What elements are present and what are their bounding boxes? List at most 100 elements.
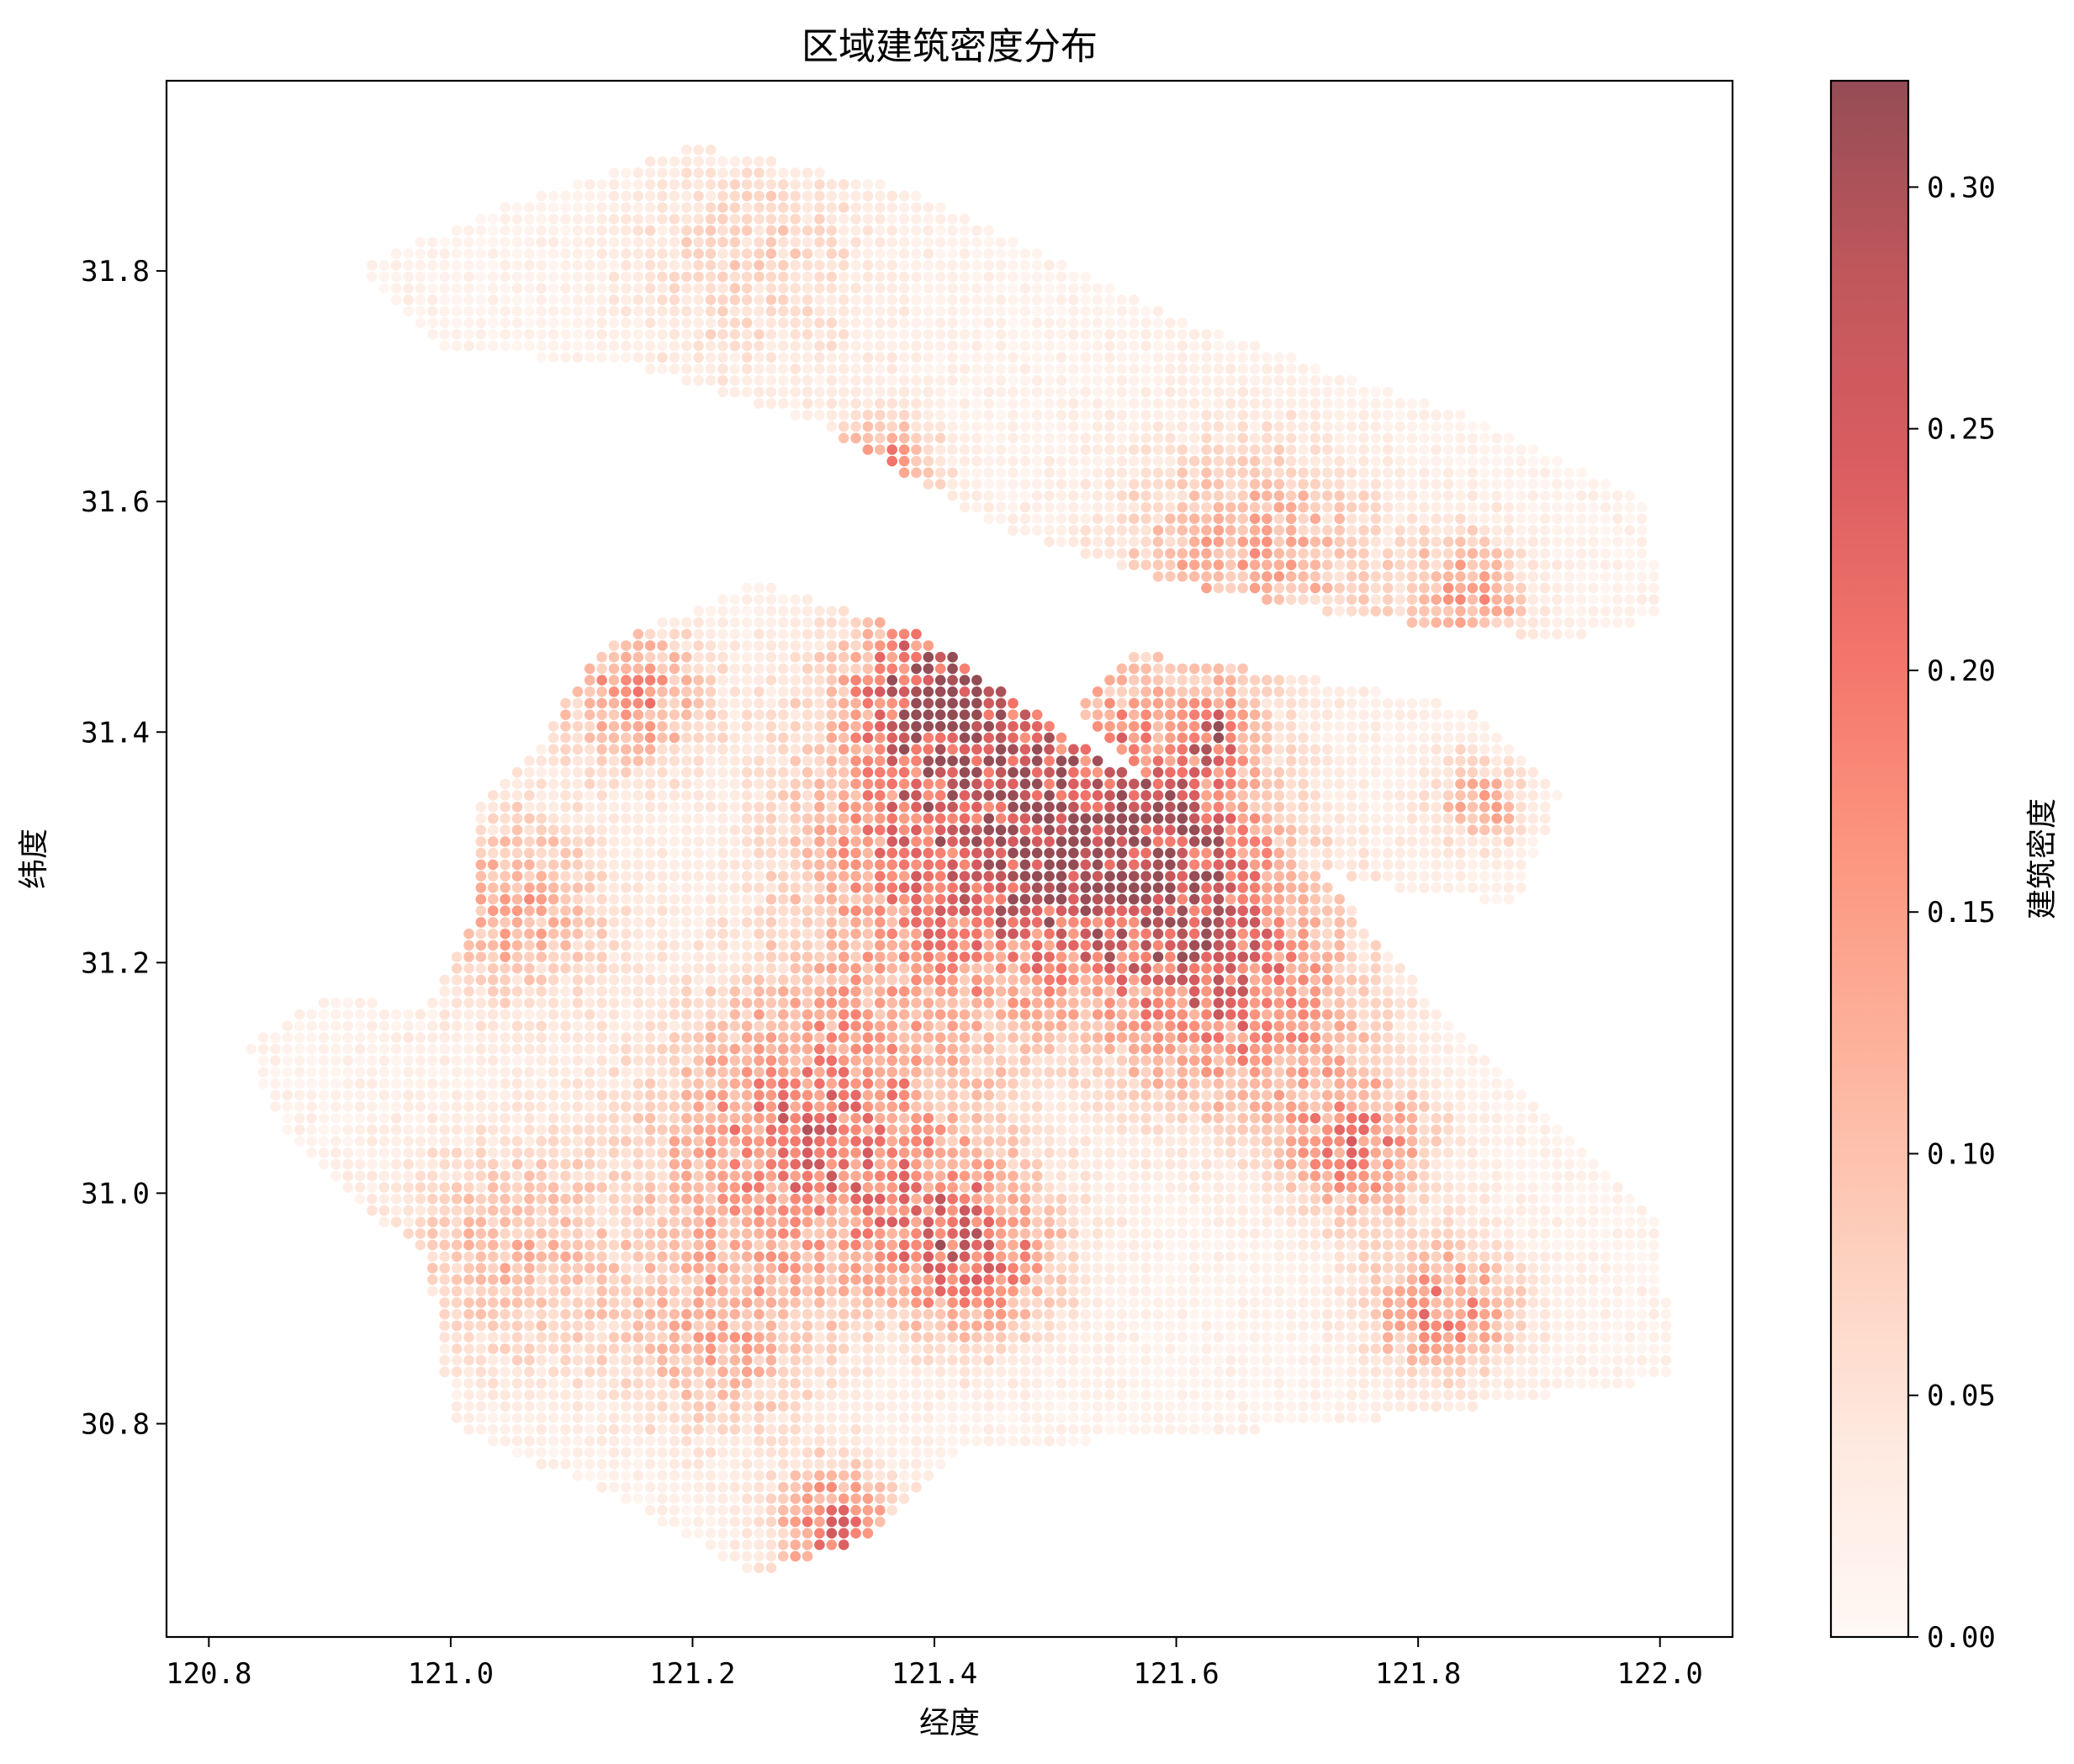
density-point xyxy=(1262,1009,1272,1020)
density-point xyxy=(306,1032,317,1043)
density-point xyxy=(1031,1113,1043,1124)
density-point xyxy=(1455,1251,1466,1263)
density-point xyxy=(1249,928,1261,940)
density-point xyxy=(439,1067,450,1078)
density-point xyxy=(1165,1332,1176,1343)
density-point xyxy=(995,1309,1007,1320)
density-point xyxy=(898,1205,910,1216)
density-point xyxy=(1624,1366,1636,1378)
density-point xyxy=(1467,1263,1479,1274)
density-point xyxy=(572,1239,584,1251)
density-point xyxy=(1431,1170,1442,1182)
density-point xyxy=(596,1481,607,1493)
density-point xyxy=(390,1147,402,1158)
density-point xyxy=(632,905,644,916)
density-point xyxy=(1406,1055,1418,1067)
density-point xyxy=(451,1101,463,1112)
density-point xyxy=(1152,1274,1164,1285)
density-point xyxy=(1358,962,1369,974)
density-point xyxy=(934,859,946,871)
density-point xyxy=(729,1263,741,1274)
density-point xyxy=(1309,1285,1321,1297)
density-point xyxy=(1563,1263,1575,1274)
density-point xyxy=(451,1366,463,1378)
density-point xyxy=(765,1182,777,1193)
density-point xyxy=(1588,1182,1599,1193)
density-point xyxy=(596,1366,607,1378)
density-point xyxy=(850,1216,861,1227)
density-point xyxy=(1213,1424,1225,1435)
density-point xyxy=(536,1170,547,1182)
density-point xyxy=(898,1481,910,1493)
density-point xyxy=(1370,1332,1382,1343)
density-point xyxy=(548,1101,559,1112)
density-point xyxy=(959,1263,971,1274)
density-point xyxy=(572,871,584,882)
density-point xyxy=(790,998,801,1009)
density-point xyxy=(1552,1320,1563,1332)
density-point xyxy=(1273,1078,1285,1089)
density-point xyxy=(1612,1251,1623,1263)
density-point xyxy=(1309,1378,1321,1389)
density-point xyxy=(790,1424,801,1435)
density-point xyxy=(524,951,535,962)
density-point xyxy=(1129,1009,1140,1020)
density-point xyxy=(548,1378,559,1389)
density-point xyxy=(911,1378,922,1389)
density-point xyxy=(524,1032,535,1043)
density-point xyxy=(1129,1020,1140,1031)
density-point xyxy=(632,1435,644,1447)
density-point xyxy=(1285,1343,1297,1354)
density-point xyxy=(983,1251,994,1263)
density-point xyxy=(1044,1320,1055,1332)
density-point xyxy=(487,1412,499,1423)
density-point xyxy=(1394,1263,1405,1274)
density-point xyxy=(838,1263,849,1274)
density-point xyxy=(500,1043,511,1055)
density-point xyxy=(681,1297,692,1308)
density-point xyxy=(596,1470,607,1481)
density-point xyxy=(754,1562,765,1574)
density-point xyxy=(1177,928,1188,940)
density-point xyxy=(439,1182,450,1193)
density-point xyxy=(826,905,838,916)
density-point xyxy=(1431,1182,1442,1193)
density-point xyxy=(1140,962,1151,974)
density-point xyxy=(1516,1251,1526,1263)
density-point xyxy=(1600,1320,1611,1332)
density-point xyxy=(1273,962,1285,974)
density-point xyxy=(1165,1136,1176,1147)
density-point xyxy=(1334,1354,1345,1366)
density-point xyxy=(669,1389,680,1401)
density-point xyxy=(1322,1101,1333,1112)
density-point xyxy=(1516,1274,1526,1285)
density-point xyxy=(923,1285,934,1297)
density-point xyxy=(1213,1274,1225,1285)
density-point xyxy=(548,1055,559,1067)
density-point xyxy=(1334,940,1345,951)
density-point xyxy=(693,1228,704,1239)
density-point xyxy=(1539,1354,1551,1366)
density-point xyxy=(754,1297,765,1308)
density-point xyxy=(995,1216,1007,1227)
density-point xyxy=(1648,1228,1659,1239)
density-point xyxy=(1370,940,1382,951)
density-point xyxy=(681,1263,692,1274)
density-point xyxy=(1092,1101,1103,1112)
density-point xyxy=(754,1194,765,1205)
density-point xyxy=(729,1447,741,1458)
density-point xyxy=(1358,1389,1369,1401)
density-point xyxy=(1455,1343,1466,1354)
density-point xyxy=(778,1481,789,1493)
density-point xyxy=(536,1020,547,1031)
density-point xyxy=(802,1124,813,1136)
density-point xyxy=(1092,1020,1103,1031)
density-point xyxy=(693,1182,704,1193)
density-point xyxy=(1624,1251,1636,1263)
density-point xyxy=(463,1020,474,1031)
density-point xyxy=(1370,974,1382,986)
density-point xyxy=(717,905,728,916)
density-point xyxy=(1431,1032,1442,1043)
density-point xyxy=(778,1147,789,1158)
density-point xyxy=(1140,1020,1151,1031)
